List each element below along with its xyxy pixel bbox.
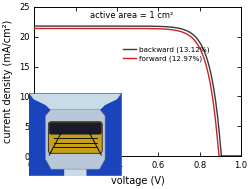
FancyBboxPatch shape bbox=[49, 122, 101, 134]
X-axis label: voltage (V): voltage (V) bbox=[110, 176, 164, 186]
Text: active area = 1 cm²: active area = 1 cm² bbox=[90, 11, 173, 20]
forward (12.97%) bbox=[238, 155, 242, 157]
backward (13.12%) bbox=[144, 25, 147, 27]
FancyBboxPatch shape bbox=[48, 122, 102, 153]
backward (13.12%) bbox=[130, 25, 134, 27]
forward (12.97%) bbox=[155, 28, 158, 30]
FancyBboxPatch shape bbox=[29, 93, 121, 176]
forward (12.97%) bbox=[132, 27, 135, 30]
forward (12.97%) bbox=[33, 27, 36, 30]
Line: forward (12.97%): forward (12.97%) bbox=[34, 29, 240, 156]
backward (13.12%) bbox=[132, 25, 135, 27]
Y-axis label: current density (mA/cm²): current density (mA/cm²) bbox=[4, 20, 14, 143]
Polygon shape bbox=[49, 116, 64, 138]
Legend: backward (13.12%), forward (12.97%): backward (13.12%), forward (12.97%) bbox=[120, 43, 212, 64]
forward (12.97%) bbox=[202, 56, 204, 59]
Polygon shape bbox=[29, 93, 64, 176]
backward (13.12%) bbox=[155, 25, 158, 27]
backward (13.12%) bbox=[33, 25, 36, 27]
Polygon shape bbox=[86, 93, 121, 176]
forward (12.97%) bbox=[217, 155, 220, 157]
backward (13.12%) bbox=[234, 155, 237, 157]
backward (13.12%) bbox=[202, 49, 204, 51]
forward (12.97%) bbox=[130, 27, 134, 30]
backward (13.12%) bbox=[238, 155, 242, 157]
Polygon shape bbox=[46, 109, 104, 169]
backward (13.12%) bbox=[219, 155, 222, 157]
forward (12.97%) bbox=[144, 27, 147, 30]
Polygon shape bbox=[86, 116, 101, 138]
Line: backward (13.12%): backward (13.12%) bbox=[34, 26, 240, 156]
forward (12.97%) bbox=[234, 155, 237, 157]
